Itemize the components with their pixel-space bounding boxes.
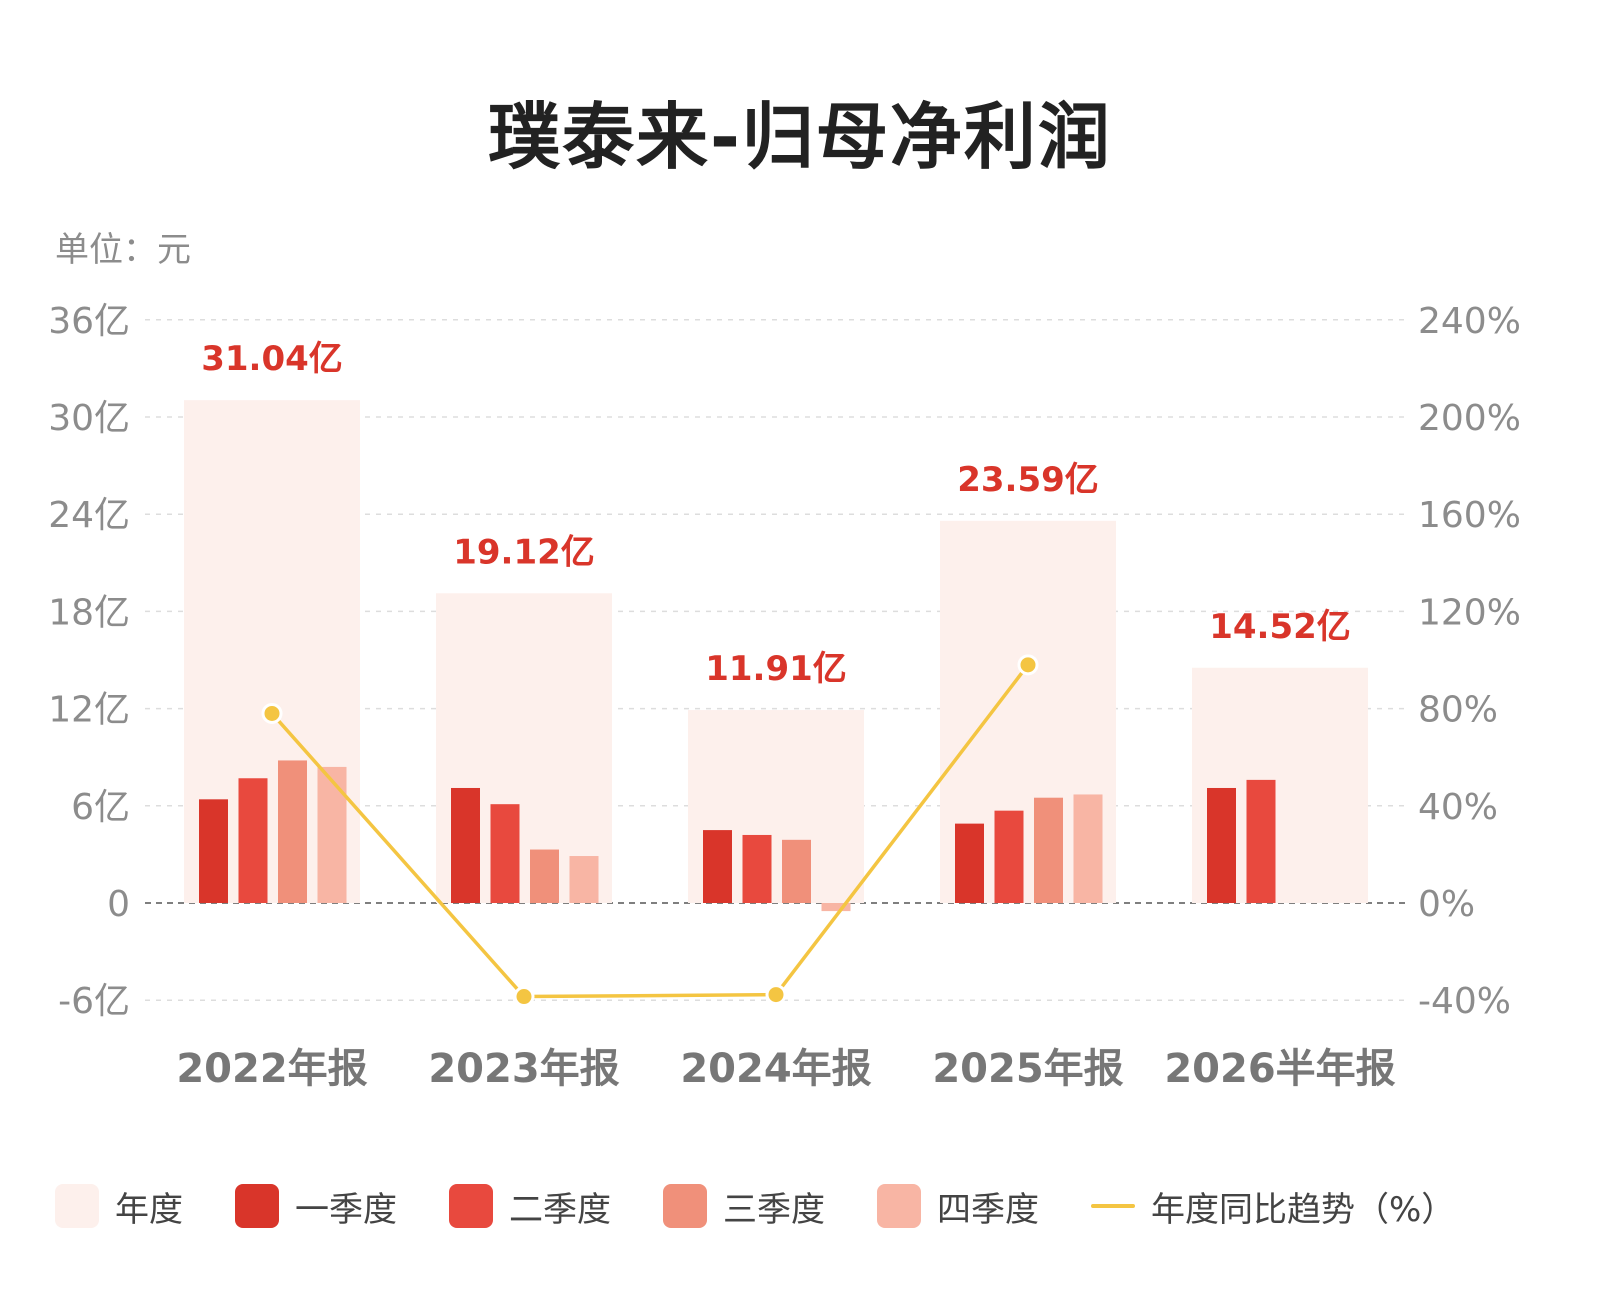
x-category-label: 2024年报 <box>680 1046 871 1092</box>
y-left-tick-label: 30亿 <box>48 398 130 439</box>
y-right-tick-label: 160% <box>1418 495 1521 536</box>
legend-label: 年度 <box>115 1189 183 1230</box>
legend-swatch <box>877 1184 921 1228</box>
trend-point <box>765 984 787 1006</box>
q1-bar <box>955 823 984 903</box>
q3-bar <box>782 839 811 903</box>
x-category-label: 2022年报 <box>176 1046 367 1092</box>
q4-bar <box>317 766 347 903</box>
legend-swatch <box>1091 1204 1135 1208</box>
annual-value-label: 14.52亿 <box>1209 607 1351 647</box>
q1-bar <box>1207 787 1236 903</box>
y-left-tick-label: 6亿 <box>71 787 130 828</box>
trend-line <box>270 663 1030 999</box>
y-left-tick-label: 24亿 <box>48 495 130 536</box>
y-right-tick-label: -40% <box>1418 981 1511 1022</box>
legend-swatch <box>55 1184 99 1228</box>
legend-item-q1: 一季度 <box>235 1182 397 1231</box>
legend-item-q2: 二季度 <box>449 1182 611 1231</box>
annual-value-label: 31.04亿 <box>201 339 343 379</box>
legend-label: 一季度 <box>295 1189 397 1230</box>
y-left-tick-label: 18亿 <box>48 592 130 633</box>
annual-value-label: 19.12亿 <box>453 532 595 572</box>
q1-bar <box>703 830 732 903</box>
trend-point <box>1017 654 1039 676</box>
q4-bar <box>821 903 851 912</box>
legend-item-annual: 年度 <box>55 1182 183 1231</box>
q2-bar <box>994 810 1024 903</box>
chart-title: 璞泰来-归母净利润 <box>488 95 1112 179</box>
legend-item-q3: 三季度 <box>663 1182 825 1231</box>
y-right-tick-label: 80% <box>1418 690 1498 731</box>
q3-bar <box>530 849 559 903</box>
y-right-tick-label: 40% <box>1418 787 1498 828</box>
q2-bar <box>742 834 772 903</box>
legend-swatch <box>663 1184 707 1228</box>
y-right-tick-label: 120% <box>1418 592 1521 633</box>
y-left-tick-label: -6亿 <box>58 981 130 1022</box>
q3-bar <box>278 760 307 903</box>
x-category-label: 2025年报 <box>932 1046 1123 1092</box>
y-right-tick-label: 200% <box>1418 398 1521 439</box>
unit-label: 单位：元 <box>55 230 191 270</box>
legend-swatch <box>449 1184 493 1228</box>
legend: 年度 一季度 二季度 三季度 四季度 年度同比趋势（%） <box>55 1182 1565 1231</box>
trend-point <box>513 986 535 1008</box>
q3-bar <box>1034 797 1063 903</box>
y-left-tick-label: 12亿 <box>48 690 130 731</box>
legend-label: 三季度 <box>723 1189 825 1230</box>
q1-bar <box>451 787 480 903</box>
annual-value-label: 23.59亿 <box>957 460 1099 500</box>
q4-bar <box>569 856 599 903</box>
annual-value-label: 11.91亿 <box>705 649 847 689</box>
legend-item-trend: 年度同比趋势（%） <box>1091 1182 1455 1231</box>
y-left-tick-label: 0 <box>107 884 130 925</box>
legend-label: 年度同比趋势（%） <box>1151 1189 1456 1230</box>
y-right-tick-label: 240% <box>1418 301 1521 342</box>
q2-bar <box>238 778 268 903</box>
x-category-label: 2026半年报 <box>1164 1046 1395 1092</box>
q2-bar <box>490 804 520 903</box>
legend-label: 四季度 <box>937 1189 1039 1230</box>
q4-bar <box>1073 794 1103 903</box>
legend-item-q4: 四季度 <box>877 1182 1039 1231</box>
legend-swatch <box>235 1184 279 1228</box>
q1-bar <box>199 799 228 903</box>
legend-label: 二季度 <box>509 1189 611 1230</box>
y-right-tick-label: 0% <box>1418 884 1475 925</box>
y-left-tick-label: 36亿 <box>48 301 130 342</box>
trend-point <box>261 702 283 724</box>
q2-bar <box>1246 779 1276 903</box>
x-category-label: 2023年报 <box>428 1046 619 1092</box>
